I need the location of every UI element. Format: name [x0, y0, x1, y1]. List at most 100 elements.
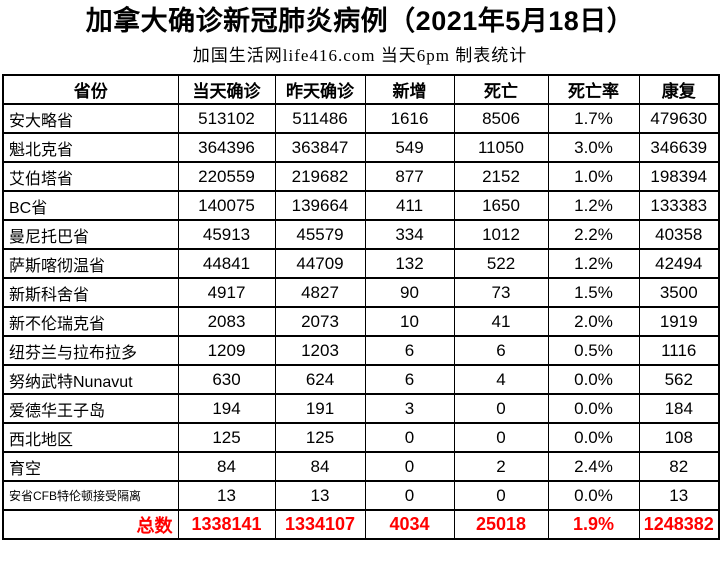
page-subtitle: 加国生活网life416.com 当天6pm 制表统计 [192, 46, 528, 65]
table-body: 安大略省 513102 511486 1616 8506 1.7% 479630 魁北克省 36… [2, 103, 720, 511]
col-header-death-rate: 死亡率 [547, 74, 640, 105]
value-cell: 562 [638, 364, 720, 395]
value-cell: 45913 [177, 219, 276, 250]
value-cell: 3 [364, 393, 455, 424]
total-row: 总数 1338141 1334107 4034 25018 1.9% 12483… [2, 509, 720, 540]
value-cell: 1.2% [547, 248, 640, 279]
table-row: 艾伯塔省 220559 219682 877 2152 1.0% 198394 [2, 161, 720, 192]
value-cell: 84 [177, 451, 276, 482]
province-cell: 安大略省 [2, 103, 179, 134]
value-cell: 73 [453, 277, 549, 308]
table-header-row: 省份 当天确诊 昨天确诊 新增 死亡 死亡率 康复 [2, 74, 720, 105]
total-value-cell: 4034 [364, 509, 455, 540]
province-cell: 曼尼托巴省 [2, 219, 179, 250]
value-cell: 13 [638, 480, 720, 511]
value-cell: 1.0% [547, 161, 640, 192]
value-cell: 2 [453, 451, 549, 482]
value-cell: 1919 [638, 306, 720, 337]
value-cell: 4 [453, 364, 549, 395]
value-cell: 184 [638, 393, 720, 424]
value-cell: 1.7% [547, 103, 640, 134]
value-cell: 1616 [364, 103, 455, 134]
province-cell: 西北地区 [2, 422, 179, 453]
value-cell: 2.4% [547, 451, 640, 482]
value-cell: 411 [364, 190, 455, 221]
covid-cases-table: 省份 当天确诊 昨天确诊 新增 死亡 死亡率 康复 安大略省 513102 5114… [2, 74, 720, 540]
value-cell: 44841 [177, 248, 276, 279]
value-cell: 139664 [274, 190, 366, 221]
table-row: 曼尼托巴省 45913 45579 334 1012 2.2% 40358 [2, 219, 720, 250]
value-cell: 0.0% [547, 393, 640, 424]
province-cell: 纽芬兰与拉布拉多 [2, 335, 179, 366]
value-cell: 624 [274, 364, 366, 395]
total-value-cell: 1338141 [177, 509, 276, 540]
value-cell: 513102 [177, 103, 276, 134]
value-cell: 0 [364, 422, 455, 453]
value-cell: 0.5% [547, 335, 640, 366]
col-header-today-confirmed: 当天确诊 [177, 74, 276, 105]
value-cell: 1203 [274, 335, 366, 366]
value-cell: 4827 [274, 277, 366, 308]
table-row: 爱德华王子岛 194 191 3 0 0.0% 184 [2, 393, 720, 424]
value-cell: 3500 [638, 277, 720, 308]
table-row: 纽芬兰与拉布拉多 1209 1203 6 6 0.5% 1116 [2, 335, 720, 366]
value-cell: 2083 [177, 306, 276, 337]
value-cell: 1012 [453, 219, 549, 250]
table-row: BC省 140075 139664 411 1650 1.2% 133383 [2, 190, 720, 221]
value-cell: 140075 [177, 190, 276, 221]
province-cell: 安省CFB特伦顿接受隔离 [2, 480, 179, 511]
value-cell: 45579 [274, 219, 366, 250]
value-cell: 877 [364, 161, 455, 192]
total-label-cell: 总数 [2, 509, 179, 540]
value-cell: 630 [177, 364, 276, 395]
value-cell: 220559 [177, 161, 276, 192]
col-header-province: 省份 [2, 74, 179, 105]
value-cell: 522 [453, 248, 549, 279]
province-cell: 新斯科舍省 [2, 277, 179, 308]
covid-stats-page: 加拿大确诊新冠肺炎病例（2021年5月18日） 加国生活网life416.com… [0, 6, 720, 582]
value-cell: 1650 [453, 190, 549, 221]
value-cell: 194 [177, 393, 276, 424]
value-cell: 2152 [453, 161, 549, 192]
value-cell: 0 [364, 451, 455, 482]
value-cell: 84 [274, 451, 366, 482]
col-header-deaths: 死亡 [453, 74, 549, 105]
province-cell: 努纳武特Nunavut [2, 364, 179, 395]
value-cell: 0.0% [547, 422, 640, 453]
total-value-cell: 1248382 [638, 509, 720, 540]
value-cell: 6 [364, 335, 455, 366]
province-cell: BC省 [2, 190, 179, 221]
value-cell: 133383 [638, 190, 720, 221]
value-cell: 549 [364, 132, 455, 163]
value-cell: 1116 [638, 335, 720, 366]
value-cell: 8506 [453, 103, 549, 134]
table-row: 萨斯喀彻温省 44841 44709 132 522 1.2% 42494 [2, 248, 720, 279]
value-cell: 11050 [453, 132, 549, 163]
value-cell: 479630 [638, 103, 720, 134]
province-cell: 新不伦瑞克省 [2, 306, 179, 337]
table-row: 新不伦瑞克省 2083 2073 10 41 2.0% 1919 [2, 306, 720, 337]
value-cell: 90 [364, 277, 455, 308]
value-cell: 511486 [274, 103, 366, 134]
value-cell: 1209 [177, 335, 276, 366]
value-cell: 41 [453, 306, 549, 337]
value-cell: 6 [364, 364, 455, 395]
value-cell: 108 [638, 422, 720, 453]
table-row: 新斯科舍省 4917 4827 90 73 1.5% 3500 [2, 277, 720, 308]
province-cell: 魁北克省 [2, 132, 179, 163]
value-cell: 125 [274, 422, 366, 453]
value-cell: 0 [453, 393, 549, 424]
province-cell: 爱德华王子岛 [2, 393, 179, 424]
value-cell: 1.2% [547, 190, 640, 221]
value-cell: 132 [364, 248, 455, 279]
value-cell: 2.0% [547, 306, 640, 337]
total-value-cell: 1.9% [547, 509, 640, 540]
value-cell: 0 [453, 480, 549, 511]
value-cell: 2.2% [547, 219, 640, 250]
total-value-cell: 25018 [453, 509, 549, 540]
value-cell: 6 [453, 335, 549, 366]
value-cell: 44709 [274, 248, 366, 279]
total-value-cell: 1334107 [274, 509, 366, 540]
table-row: 努纳武特Nunavut 630 624 6 4 0.0% 562 [2, 364, 720, 395]
value-cell: 364396 [177, 132, 276, 163]
